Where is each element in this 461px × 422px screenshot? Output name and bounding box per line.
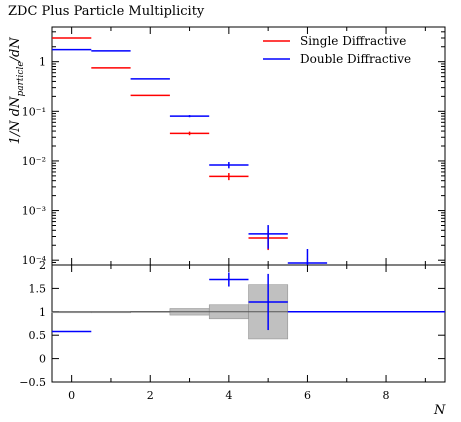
legend: Single Diffractive Double Diffractive xyxy=(263,34,411,66)
ratio-y-tick-label: −0.5 xyxy=(19,376,46,389)
ratio-series xyxy=(52,272,445,333)
ratio-y-tick-label: 0 xyxy=(39,353,46,366)
ratio-y-tick-label: 2 xyxy=(39,259,46,272)
y-tick-label: 10⁻³ xyxy=(22,205,46,218)
y-tick-label: 1 xyxy=(39,56,46,69)
series-double-diffractive xyxy=(52,48,328,265)
y-tick-label: 10⁻⁴ xyxy=(22,254,47,267)
y-tick-label: 10⁻² xyxy=(22,155,46,168)
series-single-diffractive xyxy=(52,37,288,251)
x-axis-label: N xyxy=(434,403,446,418)
ratio-plot-frame xyxy=(51,264,446,383)
legend-label: Single Diffractive xyxy=(300,34,406,48)
ratio-y-tick-label: 0.5 xyxy=(29,329,47,342)
ratio-y-tick-label: 1 xyxy=(39,306,46,319)
x-tick-label: 6 xyxy=(304,389,311,402)
x-tick-label: 2 xyxy=(147,389,154,402)
x-tick-label: 0 xyxy=(68,389,75,402)
legend-label: Double Diffractive xyxy=(300,52,411,66)
ratio-y-tick-label: 1.5 xyxy=(29,282,47,295)
x-tick-label: 4 xyxy=(225,389,232,402)
y-tick-label: 10⁻¹ xyxy=(22,105,46,118)
ratio-plot: 0 2 4 6 8 −0.5 0 0.5 1 1.5 2 xyxy=(19,259,445,402)
chart-title: ZDC Plus Particle Multiplicity xyxy=(8,4,205,19)
x-tick-label: 8 xyxy=(383,389,390,402)
